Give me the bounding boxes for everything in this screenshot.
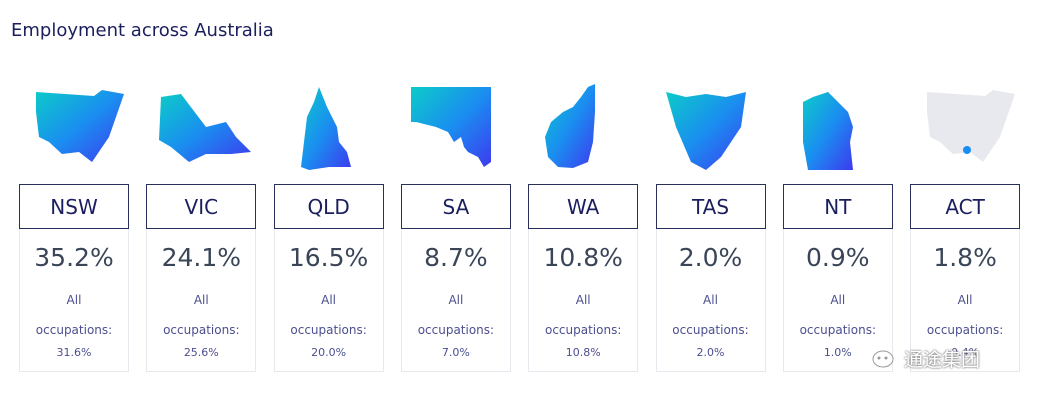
state-share: 16.5% [288,243,369,272]
state-label: WA [528,184,639,229]
all-label: All [66,293,82,307]
occupations-label: occupations: [672,323,749,337]
state-card: NSW 35.2% All occupations: 31.6% [19,82,129,372]
card-body: 0.9% All occupations: 1.0% [782,229,893,372]
state-share: 24.1% [161,243,241,272]
all-label: All [830,293,846,307]
act-pin [963,146,972,154]
state-shape [545,84,596,168]
state-map [300,87,351,170]
occupations-share: 31.6% [56,346,92,359]
state-map [802,92,853,170]
state-label: SA [400,184,511,229]
state-map [410,87,491,167]
state-shape [927,90,1016,162]
occupations-label: occupations: [35,323,113,337]
card-body: 2.0% All occupations: 2.0% [655,229,766,372]
state-shape [410,87,491,167]
state-shape [802,92,853,170]
state-share: 8.7% [424,243,488,272]
state-label: NSW [19,184,129,229]
occupations-share: 20.0% [311,346,347,359]
state-share: 1.8% [933,243,997,272]
state-shape [159,94,252,162]
state-label: NT [782,184,893,229]
all-label: All [957,293,973,307]
state-share: 0.9% [806,243,870,272]
occupations-label: occupations: [290,323,367,337]
occupations-share: 7.0% [441,346,470,359]
all-label: All [448,293,464,307]
state-map [36,90,124,162]
state-card: SA 8.7% All occupations: 7.0% [400,82,511,372]
state-label: QLD [273,184,384,229]
state-share: 2.0% [678,243,743,272]
card-body: 8.7% All occupations: 7.0% [400,229,511,372]
watermark-icon [872,350,894,367]
state-card: TAS 2.0% All occupations: 2.0% [655,82,766,372]
card-body: 10.8% All occupations: 10.8% [528,229,639,372]
occupations-label: occupations: [926,323,1004,337]
card-body: 35.2% All occupations: 31.6% [19,229,129,372]
state-shape [665,92,746,170]
state-label: ACT [910,184,1021,229]
card-body: 24.1% All occupations: 25.6% [146,229,257,372]
state-card: WA 10.8% All occupations: 10.8% [528,82,639,372]
occupations-label: occupations: [163,323,240,337]
occupations-label: occupations: [417,323,495,337]
card-body: 16.5% All occupations: 20.0% [273,229,384,372]
state-shape [300,87,351,170]
occupations-label: occupations: [544,323,622,337]
state-card: QLD 16.5% All occupations: 20.0% [273,82,384,372]
state-map [665,92,746,170]
occupations-share: 10.8% [565,346,601,359]
state-label: TAS [655,184,766,229]
card-body: 1.8% All occupations: 0.4% [910,229,1021,372]
all-label: All [575,293,591,307]
state-card: ACT 1.8% All occupations: 0.4% [910,82,1021,372]
all-label: All [321,293,337,307]
occupations-share: 1.0% [823,346,852,359]
occupations-share: 2.0% [696,346,725,359]
all-label: All [193,293,209,307]
state-label: VIC [146,184,257,229]
watermark: 通途集团 [872,345,980,372]
state-map [927,90,1016,162]
state-shape [36,90,124,162]
occupations-share: 0.4% [951,346,980,359]
state-share: 10.8% [543,243,623,272]
title: Employment across Australia [11,20,274,41]
occupations-share: 25.6% [183,346,219,359]
state-card: NT 0.9% All occupations: 1.0% [782,82,893,372]
watermark-text: 通途集团 [904,349,981,371]
state-share: 35.2% [34,243,114,272]
state-map [159,94,252,162]
all-label: All [703,293,718,307]
state-card: VIC 24.1% All occupations: 25.6% [146,82,257,372]
occupations-label: occupations: [799,323,876,337]
state-map [545,84,596,168]
